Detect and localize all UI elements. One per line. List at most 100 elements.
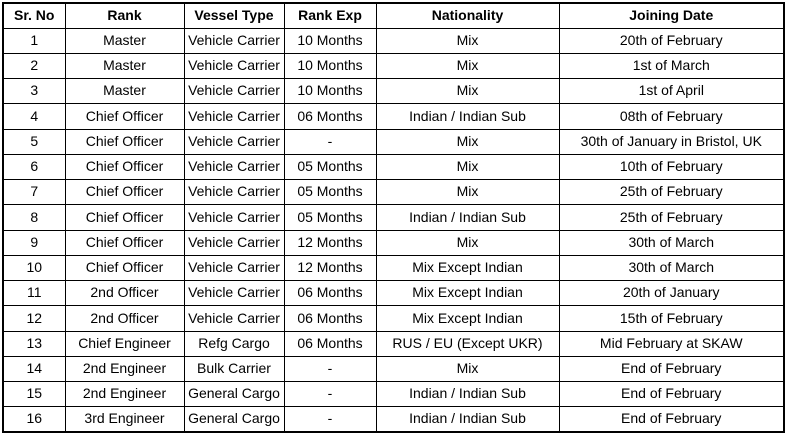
vessel-joining-table-container: Sr. No Rank Vessel Type Rank Exp Nationa… (2, 2, 785, 433)
table-row: 4 Chief Officer Vehicle Carrier 06 Months In… (2, 103, 785, 130)
cell-vessel-type: Vehicle Carrier (183, 52, 285, 80)
cell-rank-exp: - (283, 380, 377, 408)
cell-joining-date: 20th of January (558, 279, 785, 307)
cell-nationality: Mix Except Indian (375, 279, 560, 307)
cell-joining-date: 30th of March (558, 254, 785, 282)
cell-rank-exp: 05 Months (283, 153, 377, 181)
cell-nationality: Mix (375, 355, 560, 383)
cell-vessel-type: Vehicle Carrier (183, 279, 285, 307)
cell-nationality: RUS / EU (Except UKR) (375, 330, 560, 357)
cell-rank: Master (64, 77, 185, 105)
cell-joining-date: End of February (558, 406, 785, 433)
cell-nationality: Mix (375, 27, 560, 54)
cell-rank: Chief Officer (64, 153, 185, 181)
cell-joining-date: 25th of February (558, 178, 785, 206)
header-nationality: Nationality (375, 2, 560, 29)
cell-vessel-type: Vehicle Carrier (183, 254, 285, 282)
cell-nationality: Indian / Indian Sub (375, 204, 560, 231)
cell-rank-exp: 06 Months (283, 103, 377, 130)
cell-sr-no: 1 (2, 27, 66, 54)
cell-nationality: Mix Except Indian (375, 305, 560, 332)
table-row: 16 3rd Engineer General Cargo - Indian / Ind… (2, 406, 785, 433)
table-row: 2 Master Vehicle Carrier 10 Months Mix 1st of… (2, 52, 785, 80)
cell-joining-date: End of February (558, 355, 785, 383)
cell-rank-exp: 12 Months (283, 229, 377, 256)
cell-sr-no: 5 (2, 128, 66, 155)
cell-nationality: Mix (375, 153, 560, 181)
cell-sr-no: 13 (2, 330, 66, 357)
table-row: 11 2nd Officer Vehicle Carrier 06 Months Mix… (2, 279, 785, 307)
cell-nationality: Mix (375, 128, 560, 155)
table-row: 5 Chief Officer Vehicle Carrier - Mix 30th of… (2, 128, 785, 155)
table-row: 9 Chief Officer Vehicle Carrier 12 Months Mi… (2, 229, 785, 256)
cell-nationality: Mix (375, 77, 560, 105)
cell-rank-exp: - (283, 406, 377, 433)
cell-rank-exp: 10 Months (283, 27, 377, 54)
cell-joining-date: 15th of February (558, 305, 785, 332)
cell-rank-exp: 05 Months (283, 178, 377, 206)
cell-sr-no: 8 (2, 204, 66, 231)
vessel-joining-table: Sr. No Rank Vessel Type Rank Exp Nationa… (2, 2, 785, 433)
cell-nationality: Mix (375, 52, 560, 80)
cell-rank: 3rd Engineer (64, 406, 185, 433)
cell-vessel-type: General Cargo (183, 406, 285, 433)
cell-sr-no: 6 (2, 153, 66, 181)
cell-sr-no: 10 (2, 254, 66, 282)
cell-rank-exp: 05 Months (283, 204, 377, 231)
cell-vessel-type: Vehicle Carrier (183, 204, 285, 231)
cell-sr-no: 3 (2, 77, 66, 105)
cell-vessel-type: Vehicle Carrier (183, 103, 285, 130)
cell-rank: Master (64, 52, 185, 80)
cell-nationality: Indian / Indian Sub (375, 103, 560, 130)
cell-rank: 2nd Officer (64, 305, 185, 332)
table-row: 7 Chief Officer Vehicle Carrier 05 Months Mi… (2, 178, 785, 206)
table-row: 12 2nd Officer Vehicle Carrier 06 Months Mix… (2, 305, 785, 332)
cell-sr-no: 16 (2, 406, 66, 433)
header-rank: Rank (64, 2, 185, 29)
header-joining-date: Joining Date (558, 2, 785, 29)
cell-vessel-type: Vehicle Carrier (183, 128, 285, 155)
cell-nationality: Mix (375, 178, 560, 206)
cell-nationality: Indian / Indian Sub (375, 380, 560, 408)
cell-joining-date: End of February (558, 380, 785, 408)
cell-vessel-type: Vehicle Carrier (183, 229, 285, 256)
table-body: 1 Master Vehicle Carrier 10 Months Mix 20th o… (2, 27, 785, 433)
cell-vessel-type: Vehicle Carrier (183, 178, 285, 206)
table-row: 15 2nd Engineer General Cargo - Indian / Ind… (2, 380, 785, 408)
cell-vessel-type: Vehicle Carrier (183, 153, 285, 181)
cell-rank: Chief Officer (64, 204, 185, 231)
cell-rank-exp: - (283, 355, 377, 383)
cell-nationality: Mix (375, 229, 560, 256)
cell-joining-date: 25th of February (558, 204, 785, 231)
cell-rank: Chief Officer (64, 229, 185, 256)
cell-rank: Chief Engineer (64, 330, 185, 357)
cell-sr-no: 11 (2, 279, 66, 307)
header-rank-exp: Rank Exp (283, 2, 377, 29)
cell-vessel-type: General Cargo (183, 380, 285, 408)
cell-nationality: Indian / Indian Sub (375, 406, 560, 433)
cell-joining-date: 30th of January in Bristol, UK (558, 128, 785, 155)
cell-joining-date: 1st of April (558, 77, 785, 105)
cell-sr-no: 9 (2, 229, 66, 256)
cell-vessel-type: Vehicle Carrier (183, 27, 285, 54)
cell-rank: Chief Officer (64, 178, 185, 206)
table-row: 13 Chief Engineer Refg Cargo 06 Months RUS /… (2, 330, 785, 357)
cell-rank-exp: 12 Months (283, 254, 377, 282)
cell-vessel-type: Bulk Carrier (183, 355, 285, 383)
header-sr-no: Sr. No (2, 2, 66, 29)
cell-sr-no: 7 (2, 178, 66, 206)
table-row: 1 Master Vehicle Carrier 10 Months Mix 20th o… (2, 27, 785, 54)
table-row: 8 Chief Officer Vehicle Carrier 05 Months In… (2, 204, 785, 231)
cell-rank: Chief Officer (64, 128, 185, 155)
cell-joining-date: Mid February at SKAW (558, 330, 785, 357)
header-vessel-type: Vessel Type (183, 2, 285, 29)
cell-rank: 2nd Officer (64, 279, 185, 307)
cell-rank: 2nd Engineer (64, 355, 185, 383)
cell-joining-date: 30th of March (558, 229, 785, 256)
table-header-row: Sr. No Rank Vessel Type Rank Exp Nationa… (2, 2, 785, 29)
cell-rank-exp: 10 Months (283, 77, 377, 105)
cell-rank: Chief Officer (64, 103, 185, 130)
cell-rank-exp: 06 Months (283, 305, 377, 332)
cell-rank: 2nd Engineer (64, 380, 185, 408)
cell-joining-date: 08th of February (558, 103, 785, 130)
